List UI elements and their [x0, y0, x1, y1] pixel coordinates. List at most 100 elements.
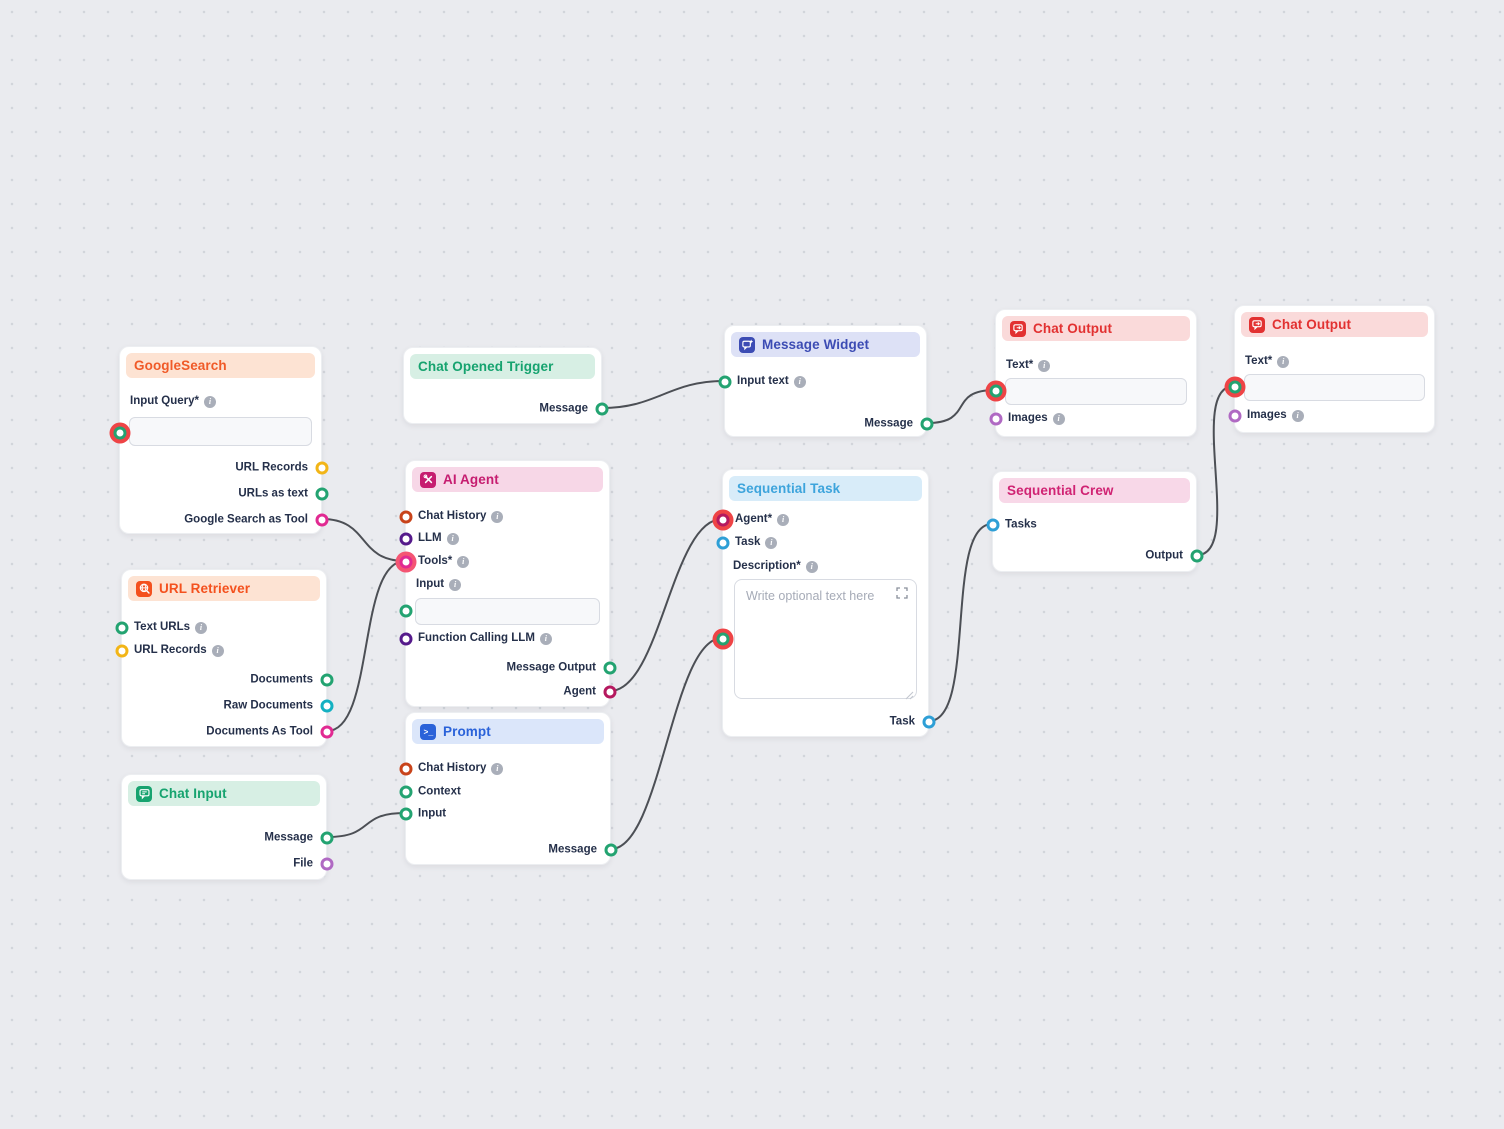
port-handle[interactable]	[399, 807, 413, 821]
port-handle[interactable]	[399, 785, 413, 799]
port-handle[interactable]	[986, 518, 1000, 532]
info-icon[interactable]: i	[1038, 360, 1051, 372]
field-handle[interactable]	[399, 604, 413, 618]
node-chat-input[interactable]: Chat Input Message File	[121, 774, 334, 880]
port-label: Message Output	[507, 662, 596, 674]
port-handle[interactable]	[115, 621, 129, 635]
node-sequential-task[interactable]: Sequential Task Agent* i Task i Description* i…	[716, 469, 936, 737]
info-icon[interactable]: i	[1052, 413, 1065, 425]
port-label: Input text i	[737, 376, 806, 388]
node-chat-output-2[interactable]: Chat Output Text* i Images i	[1228, 305, 1435, 433]
node-header[interactable]: Sequential Crew	[999, 478, 1190, 503]
sequential-task-description-textarea[interactable]	[734, 579, 917, 699]
chat-output-2-text-input[interactable]	[1244, 374, 1425, 401]
port-handle[interactable]	[595, 402, 609, 416]
port-label-text: Input text	[737, 375, 789, 388]
info-icon[interactable]: i	[449, 579, 462, 591]
port-handle[interactable]	[315, 513, 329, 527]
info-icon[interactable]: i	[446, 533, 459, 545]
node-header[interactable]: Sequential Task	[729, 476, 922, 501]
port-handle[interactable]	[320, 831, 334, 845]
port-label: Output	[1145, 550, 1183, 562]
node-header[interactable]: GoogleSearch	[126, 353, 315, 378]
ai-agent-text-input[interactable]	[415, 598, 600, 625]
port-label: Context	[418, 786, 461, 798]
field-label-text: Text*	[1245, 355, 1273, 368]
expand-icon[interactable]	[896, 587, 908, 599]
info-icon[interactable]: i	[491, 511, 504, 523]
port-handle[interactable]	[320, 857, 334, 871]
info-icon[interactable]: i	[457, 556, 470, 568]
port-handle[interactable]	[399, 532, 413, 546]
port-handle[interactable]	[922, 715, 936, 729]
info-icon[interactable]: i	[204, 396, 217, 408]
port-handle[interactable]	[716, 513, 730, 527]
field-handle[interactable]	[113, 426, 127, 440]
edge-wire	[321, 518, 406, 562]
node-message-widget[interactable]: Message Widget Input text i Message	[718, 325, 934, 437]
info-icon[interactable]: i	[1277, 356, 1290, 368]
port-handle[interactable]	[716, 536, 730, 550]
port-label-text: Output	[1145, 549, 1183, 562]
node-sequential-crew[interactable]: Sequential Crew Tasks Output	[986, 471, 1204, 572]
field-handle[interactable]	[1228, 380, 1242, 394]
node-google-search[interactable]: GoogleSearch Input Query* i URL Records URLs…	[113, 346, 329, 534]
port-label: Message	[264, 832, 313, 844]
edge-wire	[326, 812, 406, 838]
info-icon[interactable]: i	[793, 376, 806, 388]
port-handle[interactable]	[315, 461, 329, 475]
port-handle[interactable]	[603, 685, 617, 699]
node-header[interactable]: AI Agent	[412, 467, 603, 492]
info-icon[interactable]: i	[211, 645, 224, 657]
node-prompt[interactable]: >_ Prompt Chat History i Context Input Message	[399, 712, 618, 865]
port-label-text: Google Search as Tool	[184, 513, 308, 526]
port-handle[interactable]	[399, 762, 413, 776]
port-label-text: Documents	[250, 673, 313, 686]
info-icon[interactable]: i	[777, 514, 790, 526]
field-label: Text* i	[1245, 355, 1290, 368]
chat-output-1-text-input[interactable]	[1005, 378, 1187, 405]
info-icon[interactable]: i	[491, 763, 504, 775]
url-retriever-icon	[136, 580, 152, 597]
port-handle[interactable]	[115, 644, 129, 658]
port-handle[interactable]	[1190, 549, 1204, 563]
node-chat-output-1[interactable]: Chat Output Text* i Images i	[989, 309, 1197, 437]
resize-grip-icon[interactable]	[905, 687, 914, 700]
field-label: Text* i	[1006, 360, 1051, 372]
info-icon[interactable]: i	[765, 537, 778, 549]
port-handle[interactable]	[603, 661, 617, 675]
node-header[interactable]: Chat Output	[1002, 316, 1190, 341]
info-icon[interactable]: i	[805, 561, 818, 573]
node-header[interactable]: Chat Opened Trigger	[410, 354, 595, 379]
node-header[interactable]: URL Retriever	[128, 576, 320, 601]
port-handle[interactable]	[399, 632, 413, 646]
port-handle[interactable]	[718, 375, 732, 389]
port-label-text: Raw Documents	[223, 699, 313, 712]
port-handle[interactable]	[399, 555, 413, 569]
node-url-retriever[interactable]: URL Retriever Text URLs i URL Records i Docum…	[115, 569, 334, 747]
node-header[interactable]: Chat Output	[1241, 312, 1428, 337]
node-header[interactable]: Chat Input	[128, 781, 320, 806]
port-handle[interactable]	[320, 673, 334, 687]
port-handle[interactable]	[1228, 409, 1242, 423]
info-icon[interactable]: i	[1291, 410, 1304, 422]
info-icon[interactable]: i	[539, 633, 552, 645]
port-label: Raw Documents	[224, 700, 313, 712]
google-search-text-input[interactable]	[129, 417, 312, 446]
field-handle[interactable]	[716, 632, 730, 646]
field-handle[interactable]	[989, 384, 1003, 398]
port-handle[interactable]	[920, 417, 934, 431]
port-handle[interactable]	[399, 510, 413, 524]
port-handle[interactable]	[320, 699, 334, 713]
node-header[interactable]: >_ Prompt	[412, 719, 604, 744]
info-icon[interactable]: i	[195, 622, 208, 634]
port-label-text: URL Records	[134, 644, 207, 657]
port-handle[interactable]	[989, 412, 1003, 426]
port-handle[interactable]	[604, 843, 618, 857]
node-chat-opened-trigger[interactable]: Chat Opened Trigger Message	[403, 347, 609, 424]
node-ai-agent[interactable]: AI Agent Chat History i LLM i Tools* i Input i Fu…	[399, 460, 617, 707]
port-handle[interactable]	[320, 725, 334, 739]
node-header[interactable]: Message Widget	[731, 332, 920, 357]
port-handle[interactable]	[315, 487, 329, 501]
